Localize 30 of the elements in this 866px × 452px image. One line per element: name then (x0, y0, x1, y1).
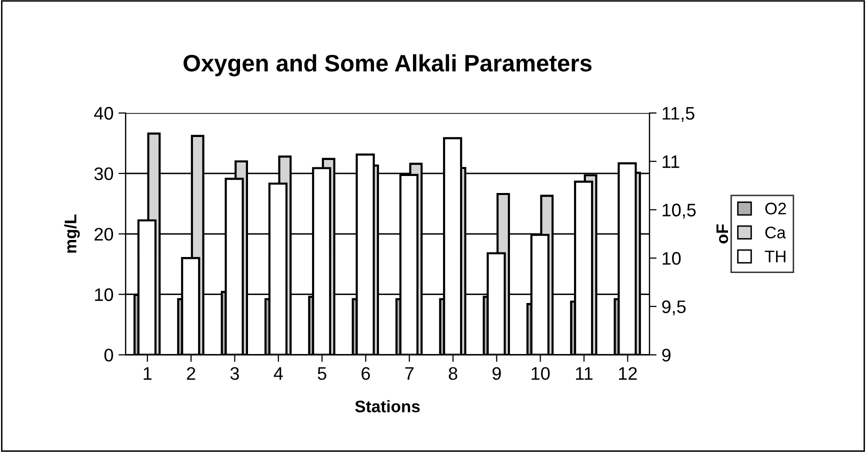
y-tick-label: 10 (95, 288, 114, 302)
x-tick-label: 5 (318, 367, 326, 380)
legend-label: TH (764, 250, 786, 262)
y2-tick-label: 10,5 (662, 204, 696, 219)
x-tick-label: 1 (144, 367, 152, 380)
y-tick-label: 30 (94, 167, 114, 180)
x-tick-label: 9 (492, 367, 501, 380)
y2-axis-title: oF (716, 224, 728, 244)
y2-tick-label: 11,5 (662, 107, 694, 122)
y-axis-title: mg/L (64, 214, 80, 253)
y-tick-label: 0 (104, 348, 114, 362)
x-tick-label: 4 (274, 367, 283, 380)
x-tick-label: 12 (619, 367, 637, 380)
x-axis-title: Stations (355, 400, 420, 412)
x-tick-label: 2 (186, 367, 196, 380)
x-tick-label: 10 (532, 367, 550, 380)
x-tick-label: 3 (230, 367, 239, 380)
legend-label: O2 (765, 202, 786, 214)
x-tick-label: 8 (448, 367, 458, 380)
legend-label: Ca (765, 226, 786, 238)
y2-tick-label: 10 (662, 252, 681, 265)
x-tick-label: 11 (576, 367, 593, 380)
y-tick-label: 20 (94, 228, 114, 241)
y-tick-label: 40 (94, 106, 114, 120)
y2-tick-label: 9,5 (662, 300, 686, 316)
x-tick-label: 6 (362, 367, 370, 380)
chart-title: Oxygen and Some Alkali Parameters (184, 54, 592, 76)
y2-tick-label: 11 (662, 155, 680, 168)
y2-tick-label: 9 (662, 348, 670, 362)
x-tick-label: 7 (405, 367, 414, 380)
